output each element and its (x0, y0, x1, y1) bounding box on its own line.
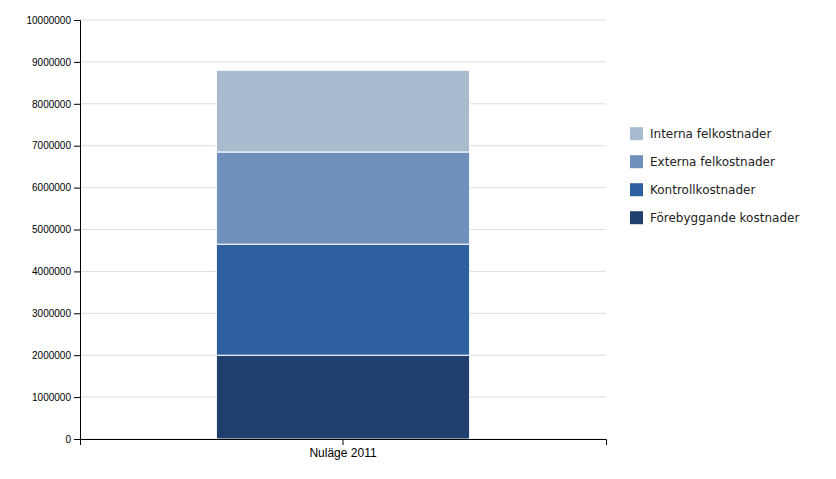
y-tick-label: 8000000 (32, 99, 71, 110)
x-tick-label: Nuläge 2011 (309, 446, 376, 460)
y-axis: 0 1000000 2000000 3000000 4000000 5000000 6000… (27, 15, 81, 445)
y-tick-label: 3000000 (32, 308, 71, 319)
y-tick-label: 1000000 (32, 392, 71, 403)
x-axis: Nuläge 2011 (81, 439, 607, 460)
bar-segment (216, 152, 469, 244)
y-tick: 7000000 (32, 140, 80, 151)
legend: Interna felkostnader Externa felkostnader… (630, 127, 799, 225)
y-tick-mark (74, 146, 80, 147)
legend-item: Interna felkostnader (630, 127, 771, 141)
y-tick: 0 (65, 434, 80, 445)
y-tick-mark (74, 104, 80, 105)
y-tick-mark (74, 313, 80, 314)
legend-item: Kontrollkostnader (630, 183, 755, 197)
legend-swatch (630, 183, 643, 196)
chart: 0 1000000 2000000 3000000 4000000 5000000 6000… (0, 0, 836, 479)
x-axis-line (81, 440, 607, 446)
y-tick-mark (74, 20, 80, 21)
y-axis-line (74, 21, 81, 440)
y-tick-mark (74, 271, 80, 272)
y-tick-label: 9000000 (32, 57, 71, 68)
legend-label: Förebyggande kostnader (650, 211, 799, 225)
x-tick: Nuläge 2011 (309, 439, 376, 460)
legend-label: Interna felkostnader (650, 127, 771, 141)
legend-swatch (630, 155, 643, 168)
bars (216, 70, 469, 439)
bar-segment (216, 244, 469, 355)
y-tick-mark (74, 355, 80, 356)
legend-item: Externa felkostnader (630, 155, 775, 169)
grid (80, 20, 606, 439)
y-tick: 9000000 (32, 57, 80, 68)
plot: 0 1000000 2000000 3000000 4000000 5000000 6000… (27, 15, 607, 460)
legend-label: Kontrollkostnader (650, 183, 755, 197)
y-tick-mark (74, 397, 80, 398)
y-tick: 8000000 (32, 99, 80, 110)
y-tick: 5000000 (32, 224, 80, 235)
y-tick-label: 7000000 (32, 140, 71, 151)
grid-line (80, 61, 606, 62)
y-tick: 4000000 (32, 266, 80, 277)
y-tick-label: 6000000 (32, 182, 71, 193)
y-tick-mark (74, 188, 80, 189)
legend-label: Externa felkostnader (650, 155, 775, 169)
y-tick-label: 0 (65, 434, 71, 445)
x-tick-mark (343, 439, 344, 445)
legend-item: Förebyggande kostnader (630, 211, 799, 225)
y-tick-label: 2000000 (32, 350, 71, 361)
y-tick: 1000000 (32, 392, 80, 403)
y-tick: 6000000 (32, 182, 80, 193)
legend-swatch (630, 127, 643, 140)
legend-swatch (630, 211, 643, 224)
y-tick-mark (74, 439, 80, 440)
y-tick: 2000000 (32, 350, 80, 361)
y-tick-label: 5000000 (32, 224, 71, 235)
bar-segment (216, 70, 469, 152)
y-tick: 10000000 (27, 15, 81, 26)
y-tick-label: 4000000 (32, 266, 71, 277)
y-tick-label: 10000000 (27, 15, 72, 26)
y-tick-mark (74, 62, 80, 63)
y-tick-mark (74, 230, 80, 231)
bar-segment (216, 355, 469, 439)
y-tick: 3000000 (32, 308, 80, 319)
grid-line (80, 20, 606, 21)
